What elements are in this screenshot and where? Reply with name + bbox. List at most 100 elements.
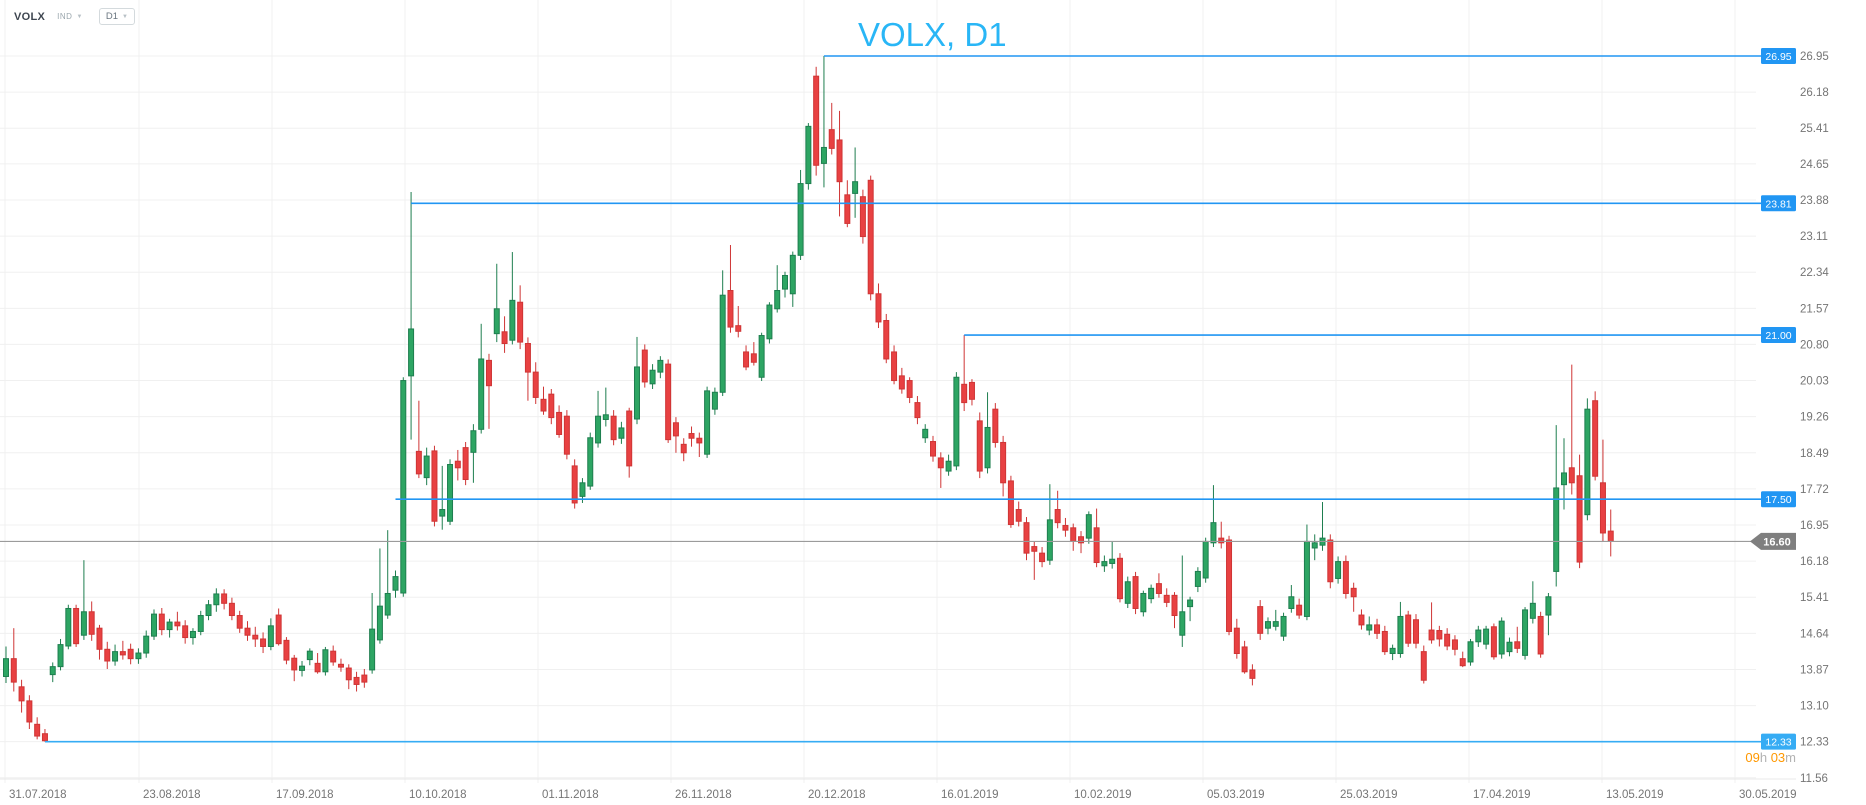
candle-body bbox=[1226, 539, 1233, 632]
price-tick-label: 18.49 bbox=[1800, 448, 1829, 460]
candle-body bbox=[244, 627, 251, 636]
candle-body bbox=[1568, 467, 1575, 484]
candle-body bbox=[306, 650, 313, 661]
candle-body bbox=[478, 358, 485, 430]
candle bbox=[1420, 645, 1427, 684]
candle bbox=[1233, 618, 1240, 659]
candle-body bbox=[423, 455, 430, 479]
candle bbox=[1296, 598, 1303, 619]
candle-body bbox=[135, 652, 142, 660]
candle-body bbox=[221, 593, 228, 604]
candle-body bbox=[1335, 561, 1342, 579]
date-tick-label: 13.05.2019 bbox=[1606, 789, 1664, 801]
candle-body bbox=[532, 371, 539, 398]
price-tick-label: 13.10 bbox=[1800, 701, 1829, 713]
candle bbox=[80, 560, 87, 640]
candle bbox=[322, 646, 329, 676]
market-type-dropdown[interactable]: IND ▼ bbox=[57, 12, 83, 21]
candle-body bbox=[462, 447, 469, 481]
price-level-badge: 21.00 bbox=[1761, 327, 1796, 344]
candle bbox=[906, 377, 913, 404]
candle-body bbox=[1031, 546, 1038, 552]
candle-body bbox=[299, 665, 306, 671]
candle bbox=[595, 390, 602, 448]
candle bbox=[1444, 628, 1451, 651]
candle bbox=[891, 345, 898, 385]
badge-background bbox=[1761, 327, 1796, 344]
price-tick-label: 20.03 bbox=[1800, 376, 1829, 388]
candle bbox=[1467, 638, 1474, 666]
candle-body bbox=[493, 308, 500, 335]
candle bbox=[1412, 614, 1419, 649]
candle-body bbox=[1350, 587, 1357, 598]
candle bbox=[400, 377, 407, 597]
candle bbox=[10, 628, 17, 692]
candle-body bbox=[1412, 619, 1419, 644]
candle bbox=[158, 608, 165, 636]
candle-body bbox=[805, 125, 812, 185]
candle bbox=[1319, 502, 1326, 551]
candle-body bbox=[1093, 527, 1100, 564]
candle bbox=[813, 66, 820, 176]
candle-body bbox=[1202, 540, 1209, 579]
candle bbox=[711, 387, 718, 415]
candle-body bbox=[1171, 594, 1178, 617]
candle-body bbox=[797, 183, 804, 256]
price-tick-label: 26.95 bbox=[1800, 51, 1829, 63]
candle bbox=[1015, 501, 1022, 527]
candle-body bbox=[337, 663, 344, 668]
candle bbox=[119, 640, 126, 660]
badge-background bbox=[1761, 491, 1796, 508]
candle-body bbox=[127, 648, 134, 660]
candle-body bbox=[891, 351, 898, 382]
candle-body bbox=[1264, 621, 1271, 629]
candle-body bbox=[1537, 615, 1544, 655]
candle bbox=[540, 386, 547, 415]
timeframe-dropdown[interactable]: D1 ▼ bbox=[98, 8, 135, 25]
candle-body bbox=[626, 410, 633, 467]
price-axis[interactable]: 26.95 26.18 25.41 24.65 23.88 23.11 22.34 21.57… bbox=[1800, 51, 1829, 785]
candle-body bbox=[41, 733, 48, 742]
candle bbox=[104, 641, 111, 669]
candle bbox=[797, 169, 804, 261]
candle-body bbox=[1070, 527, 1077, 542]
price-level-badge: 23.81 bbox=[1761, 195, 1796, 212]
candle bbox=[1155, 573, 1162, 598]
candle bbox=[1514, 626, 1521, 654]
candle-body bbox=[633, 366, 640, 420]
candle bbox=[743, 345, 750, 371]
candle bbox=[283, 637, 290, 665]
candle-body bbox=[1039, 552, 1046, 563]
candle bbox=[182, 620, 189, 644]
candle bbox=[1342, 555, 1349, 599]
candle bbox=[392, 570, 399, 598]
candle-body bbox=[1529, 602, 1536, 619]
candle-body bbox=[774, 290, 781, 310]
candle-body bbox=[1327, 539, 1334, 583]
date-tick-label: 05.03.2019 bbox=[1207, 789, 1265, 801]
badge-label: 23.81 bbox=[1765, 198, 1791, 210]
candle bbox=[330, 645, 337, 666]
candle-body bbox=[197, 615, 204, 632]
date-tick-label: 20.12.2018 bbox=[808, 789, 866, 801]
time-axis[interactable]: 31.07.2018 23.08.2018 17.09.2018 10.10.2018… bbox=[9, 789, 1797, 801]
badge-background bbox=[1761, 48, 1796, 64]
candle bbox=[1210, 485, 1217, 548]
candle bbox=[766, 302, 773, 344]
candle bbox=[1039, 547, 1046, 568]
candle bbox=[1366, 616, 1373, 636]
candle-body bbox=[976, 420, 983, 472]
candle-body bbox=[610, 415, 617, 441]
candle bbox=[1498, 617, 1505, 659]
candle bbox=[1054, 490, 1061, 529]
candle bbox=[805, 123, 812, 190]
candle bbox=[337, 658, 344, 672]
candle-body bbox=[1054, 509, 1061, 524]
candle-body bbox=[291, 657, 298, 671]
candle bbox=[1381, 625, 1388, 655]
candle bbox=[774, 265, 781, 313]
candle-body bbox=[922, 428, 929, 439]
candle-body bbox=[813, 75, 820, 166]
candle bbox=[782, 271, 788, 298]
